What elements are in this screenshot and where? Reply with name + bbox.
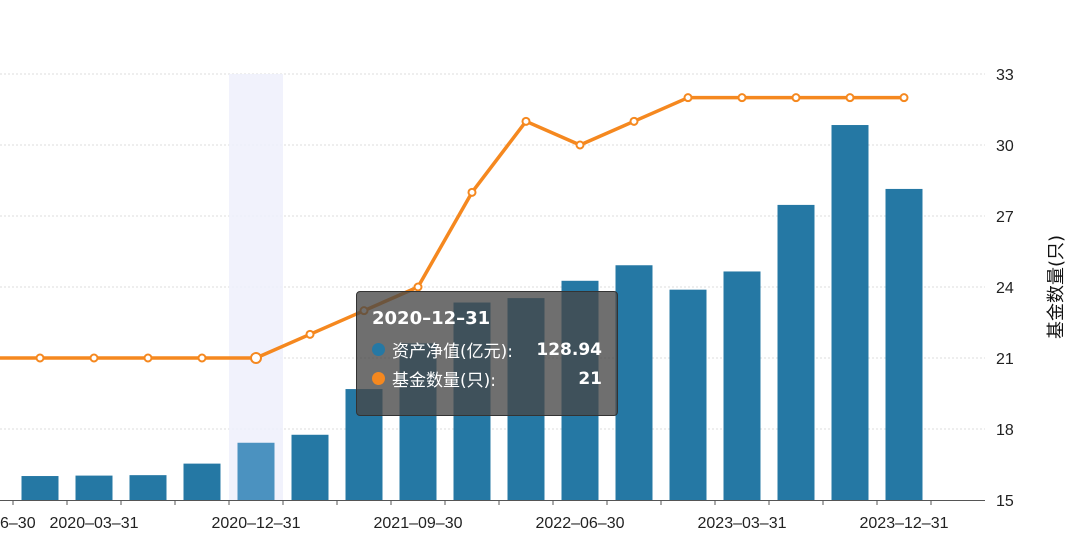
x-tick-label: 2020–03–31 [50,515,139,532]
right-axis-title: 基金数量(只) [1046,235,1067,339]
tooltip-dot-icon [372,343,385,356]
bar[interactable] [129,475,167,500]
x-tick-label: 2023–12–31 [860,515,949,532]
tooltip-row-value: 21 [578,368,602,389]
line-point[interactable] [575,140,585,150]
tooltip-title: 2020–12–31 [372,308,491,329]
bar[interactable] [291,434,329,500]
bar[interactable] [831,125,869,500]
bar[interactable] [885,188,923,500]
bar[interactable] [723,271,761,500]
line-point[interactable] [413,282,423,292]
bar[interactable] [669,289,707,500]
line-point[interactable] [683,93,693,103]
line-point[interactable] [629,116,639,126]
x-axis-ticks: 6–30 2020–03–31 2020–12–31 2021–09–30 2022–0… [0,515,949,532]
x-tick-label: 2021–09–30 [374,515,463,532]
line-point[interactable] [467,187,477,197]
y-tick-label: 24 [996,280,1014,297]
bar[interactable] [75,475,113,500]
line-point[interactable] [250,352,262,364]
line-point[interactable] [305,329,315,339]
line-point[interactable] [521,116,531,126]
line-point[interactable] [791,93,801,103]
x-tick-label: 2022–06–30 [536,515,625,532]
line-point[interactable] [737,93,747,103]
y-tick-label: 27 [996,209,1014,226]
y-tick-label: 15 [996,493,1014,510]
line-point[interactable] [89,353,99,363]
line-point[interactable] [197,353,207,363]
line-path [0,95,904,360]
bar[interactable] [237,442,275,500]
y-tick-label: 33 [996,67,1014,84]
y-tick-label: 18 [996,422,1014,439]
hover-band [229,74,283,500]
tooltip-row-net-asset: 资产净值(亿元): 128.94 [372,335,602,364]
line-point[interactable] [143,353,153,363]
line-point[interactable] [35,353,45,363]
tooltip: 2020–12–31 资产净值(亿元): 128.94 基金数量(只): 21 [356,291,618,416]
tooltip-row-name: 资产净值(亿元): [392,342,513,362]
bar[interactable] [183,463,221,500]
x-axis [0,500,985,505]
y-tick-label: 30 [996,138,1014,155]
hover-highlight [229,74,283,500]
x-tick-label: 2023–03–31 [698,515,787,532]
tooltip-row-fund-count: 基金数量(只): 21 [372,364,602,393]
bar[interactable] [21,476,59,500]
x-tick-label: 2020–12–31 [212,515,301,532]
y-tick-label: 21 [996,351,1014,368]
line-point[interactable] [845,93,855,103]
bar[interactable] [777,204,815,500]
x-tick-label: 6–30 [0,515,36,532]
line-point[interactable] [899,93,909,103]
tooltip-dot-icon [372,372,385,385]
tooltip-row-value: 128.94 [536,339,602,360]
right-axis-ticks: 15 18 21 24 27 30 33 [996,67,1014,510]
tooltip-row-name: 基金数量(只): [392,371,496,391]
bar[interactable] [615,265,653,500]
